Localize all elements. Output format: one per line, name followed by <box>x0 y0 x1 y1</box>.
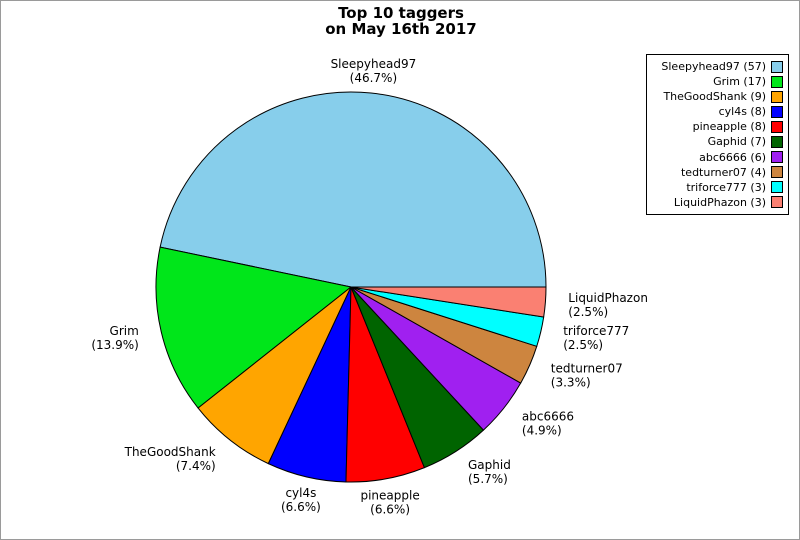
legend-label: TheGoodShank (9) <box>663 90 766 104</box>
legend-item-thegoodshank: TheGoodShank (9) <box>651 89 783 104</box>
legend-item-tedturner07: tedturner07 (4) <box>651 165 783 180</box>
pie-label-name: pineapple <box>360 489 419 503</box>
legend-item-pineapple: pineapple (8) <box>651 119 783 134</box>
legend-swatch-tedturner07 <box>771 166 783 179</box>
pie-label-percent: (7.4%) <box>176 459 216 473</box>
chart-title-block: Top 10 taggers on May 16th 2017 <box>1 4 799 38</box>
legend-label: triforce777 (3) <box>686 180 766 194</box>
pie-label-name: Sleepyhead97 <box>331 57 417 71</box>
pie-label-percent: (46.7%) <box>350 71 397 85</box>
legend-item-abc6666: abc6666 (6) <box>651 150 783 165</box>
legend-swatch-sleepyhead97 <box>771 60 783 73</box>
pie-label-name: Grim <box>110 324 139 338</box>
legend-item-triforce777: triforce777 (3) <box>651 180 783 195</box>
pie-label-name: tedturner07 <box>551 361 623 375</box>
chart-title: Top 10 taggers <box>338 4 464 22</box>
pie-label-percent: (5.7%) <box>468 472 508 486</box>
legend-label: LiquidPhazon (3) <box>673 195 766 209</box>
legend-item-liquidphazon: LiquidPhazon (3) <box>651 195 783 210</box>
legend-label: abc6666 (6) <box>699 150 766 164</box>
pie-label-triforce777: triforce777 (2.5%) <box>563 324 629 352</box>
legend-swatch-grim <box>771 75 783 88</box>
legend-swatch-triforce777 <box>771 181 783 194</box>
pie-label-gaphid: Gaphid (5.7%) <box>468 458 511 486</box>
pie-slice-liquidphazon <box>350 286 547 318</box>
pie-label-percent: (4.9%) <box>522 423 562 437</box>
legend-swatch-thegoodshank <box>771 90 783 103</box>
pie-label-sleepyhead97: Sleepyhead97 (46.7%) <box>331 57 417 85</box>
legend-swatch-cyl4s <box>771 105 783 118</box>
legend-label: Sleepyhead97 (57) <box>661 60 766 73</box>
pie-label-name: LiquidPhazon <box>568 291 648 305</box>
pie-label-liquidphazon: LiquidPhazon (2.5%) <box>568 291 648 319</box>
pie-label-grim: Grim (13.9%) <box>91 324 138 352</box>
pie-label-percent: (13.9%) <box>91 338 138 352</box>
legend-label: pineapple (8) <box>692 120 766 134</box>
legend-swatch-liquidphazon <box>771 196 783 209</box>
legend-item-cyl4s: cyl4s (8) <box>651 104 783 119</box>
pie-slice-sleepyhead97 <box>159 91 547 288</box>
legend-box: Sleepyhead97 (57) Grim (17) TheGoodShank (… <box>646 54 789 215</box>
pie-label-percent: (2.5%) <box>568 305 608 319</box>
legend-item-sleepyhead97: Sleepyhead97 (57) <box>651 59 783 74</box>
pie-label-name: cyl4s <box>285 486 316 500</box>
pie-slice-grim <box>155 246 352 409</box>
pie-label-name: TheGoodShank <box>124 445 216 459</box>
pie-label-percent: (6.6%) <box>281 500 321 514</box>
pie-label-name: triforce777 <box>563 324 629 338</box>
legend-swatch-gaphid <box>771 136 783 149</box>
pie-label-thegoodshank: TheGoodShank (7.4%) <box>124 445 216 473</box>
legend-label: Gaphid (7) <box>707 135 766 149</box>
chart-subtitle: on May 16th 2017 <box>325 20 477 38</box>
legend-label: tedturner07 (4) <box>680 165 766 179</box>
legend-swatch-abc6666 <box>771 151 783 164</box>
legend-item-grim: Grim (17) <box>651 74 783 89</box>
pie-label-percent: (6.6%) <box>370 503 410 517</box>
pie-label-pineapple: pineapple (6.6%) <box>360 489 419 517</box>
legend-label: cyl4s (8) <box>718 105 766 119</box>
pie-label-percent: (2.5%) <box>563 338 603 352</box>
legend-item-gaphid: Gaphid (7) <box>651 134 783 149</box>
pie-label-tedturner07: tedturner07 (3.3%) <box>551 361 623 389</box>
pie-label-name: Gaphid <box>468 458 511 472</box>
legend-swatch-pineapple <box>771 120 783 133</box>
pie-label-name: abc6666 <box>522 409 574 423</box>
legend-label: Grim (17) <box>713 75 766 89</box>
pie-label-abc6666: abc6666 (4.9%) <box>522 409 574 437</box>
pie-label-percent: (3.3%) <box>551 375 591 389</box>
pie-label-cyl4s: cyl4s (6.6%) <box>281 486 321 514</box>
